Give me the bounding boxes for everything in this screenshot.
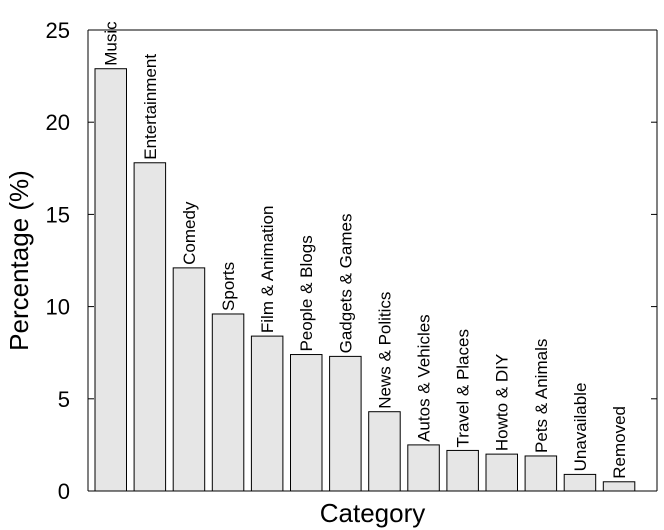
bar-4 [250,335,284,492]
bar-1 [133,162,167,492]
bar-12 [563,473,597,492]
y-tick-label-5: 25 [46,18,70,43]
y-tick-label-4: 20 [46,110,70,135]
bar-label-12: Unavailable [571,383,590,472]
bar-label-11: Pets & Animals [532,339,551,453]
y-tick-label-1: 5 [58,387,70,412]
y-axis-label: Percentage (%) [4,170,34,351]
axes-layer [87,29,658,492]
bar-10 [485,453,518,492]
bar-label-7: News & Politics [375,292,394,409]
bar-label-3: Sports [219,262,238,311]
bar-5 [290,354,323,492]
bar-8 [407,444,440,492]
bar-label-8: Autos & Vehicles [415,314,434,442]
bar-label-1: Entertainment [141,54,160,160]
bar-3 [211,313,245,492]
bar-label-9: Travel & Places [454,329,473,447]
bar-label-0: Music [102,21,121,66]
y-tick-label-3: 15 [46,202,70,227]
bar-11 [524,455,558,492]
bar-label-6: Gadgets & Games [336,214,355,354]
bars-layer [94,68,636,492]
bar-labels-layer: Music Entertainment Comedy Sports Film & Ani… [102,21,629,479]
bar-label-4: Film & Animation [258,206,277,334]
bar-0 [94,68,127,492]
bar-label-5: People & Blogs [297,235,316,351]
y-tick-label-0: 0 [58,479,70,504]
bar-2 [172,267,206,492]
y-ticks-layer: 0 5 10 15 20 25 [46,18,657,504]
bar-label-2: Comedy [180,201,199,265]
bar-7 [368,411,401,492]
bar-label-10: Howto & DIY [493,354,512,451]
bar-6 [329,355,362,492]
y-tick-label-2: 10 [46,295,70,320]
x-axis-label: Category [320,498,426,528]
bar-label-13: Removed [610,406,629,479]
bar-13 [602,481,636,492]
bar-9 [446,449,479,492]
